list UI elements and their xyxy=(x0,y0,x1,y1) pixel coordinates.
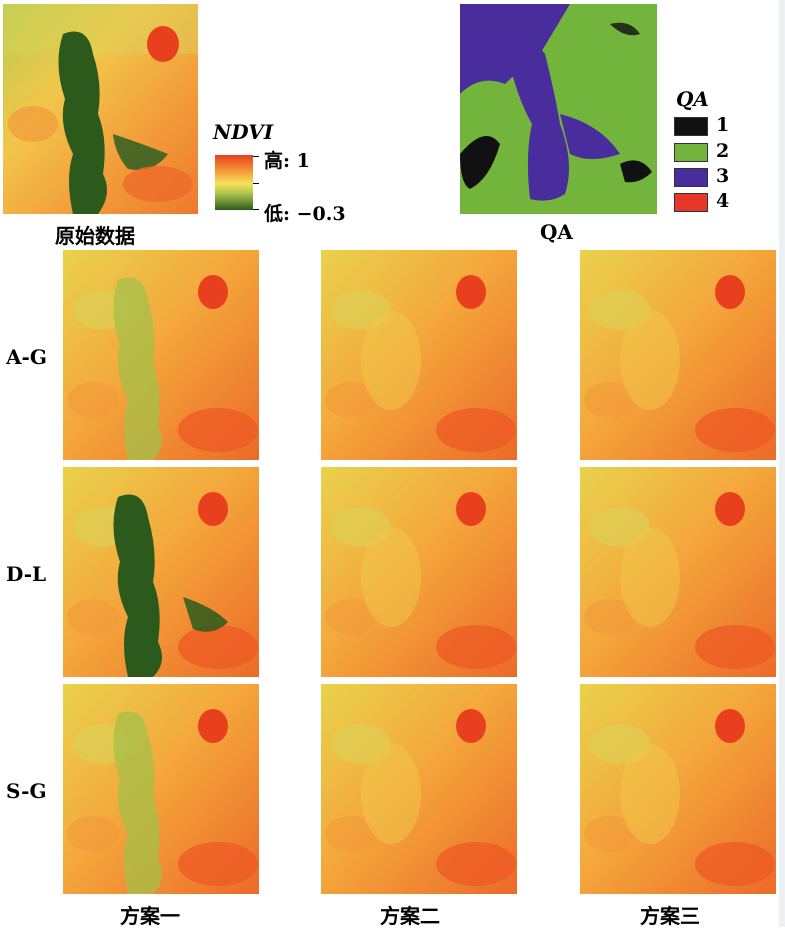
original-data-map xyxy=(3,4,198,214)
col-label-scheme-2: 方案二 xyxy=(380,904,440,928)
map-d-l-scheme-3 xyxy=(580,467,776,677)
ndvi-legend-high-label: 高: 1 xyxy=(264,150,310,172)
ndvi-map-image xyxy=(321,684,517,894)
ndvi-map-image xyxy=(63,467,259,677)
qa-legend-swatch-4 xyxy=(674,193,708,212)
map-s-g-scheme-3 xyxy=(580,684,776,894)
qa-map xyxy=(460,4,657,214)
ndvi-map-image xyxy=(321,467,517,677)
original-data-image xyxy=(3,4,198,214)
map-a-g-scheme-1 xyxy=(63,250,259,460)
ndvi-map-image xyxy=(63,684,259,894)
row-label-ag: A-G xyxy=(6,345,47,369)
ndvi-color-ramp xyxy=(215,155,253,210)
map-s-g-scheme-1 xyxy=(63,684,259,894)
ndvi-legend-low-label: 低: −0.3 xyxy=(264,203,346,225)
ndvi-map-image xyxy=(321,250,517,460)
scrollbar[interactable] xyxy=(779,0,785,927)
qa-legend-label-3: 3 xyxy=(716,165,730,187)
original-data-caption: 原始数据 xyxy=(55,224,135,248)
ndvi-map-image xyxy=(580,684,776,894)
ndvi-map-image xyxy=(580,250,776,460)
qa-caption: QA xyxy=(540,220,573,244)
qa-legend-label-1: 1 xyxy=(716,114,730,136)
qa-legend-label-4: 4 xyxy=(716,190,730,212)
qa-legend-swatch-1 xyxy=(674,117,708,136)
row-label-dl: D-L xyxy=(6,562,47,586)
qa-legend-swatch-2 xyxy=(674,143,708,162)
ndvi-ramp-tick-high xyxy=(253,156,259,157)
map-a-g-scheme-2 xyxy=(321,250,517,460)
col-label-scheme-3: 方案三 xyxy=(640,904,700,928)
qa-legend-swatch-3 xyxy=(674,168,708,187)
ndvi-legend-title: NDVI xyxy=(213,120,274,144)
ndvi-ramp-tick-mid xyxy=(253,183,259,184)
qa-map-image xyxy=(460,4,657,214)
ndvi-map-image xyxy=(580,467,776,677)
ndvi-ramp-tick-low xyxy=(253,209,259,210)
map-d-l-scheme-1 xyxy=(63,467,259,677)
qa-legend-title: QA xyxy=(676,87,709,111)
map-a-g-scheme-3 xyxy=(580,250,776,460)
row-label-sg: S-G xyxy=(6,779,47,803)
map-s-g-scheme-2 xyxy=(321,684,517,894)
qa-legend-label-2: 2 xyxy=(716,140,730,162)
ndvi-map-image xyxy=(63,250,259,460)
col-label-scheme-1: 方案一 xyxy=(120,904,180,928)
map-d-l-scheme-2 xyxy=(321,467,517,677)
